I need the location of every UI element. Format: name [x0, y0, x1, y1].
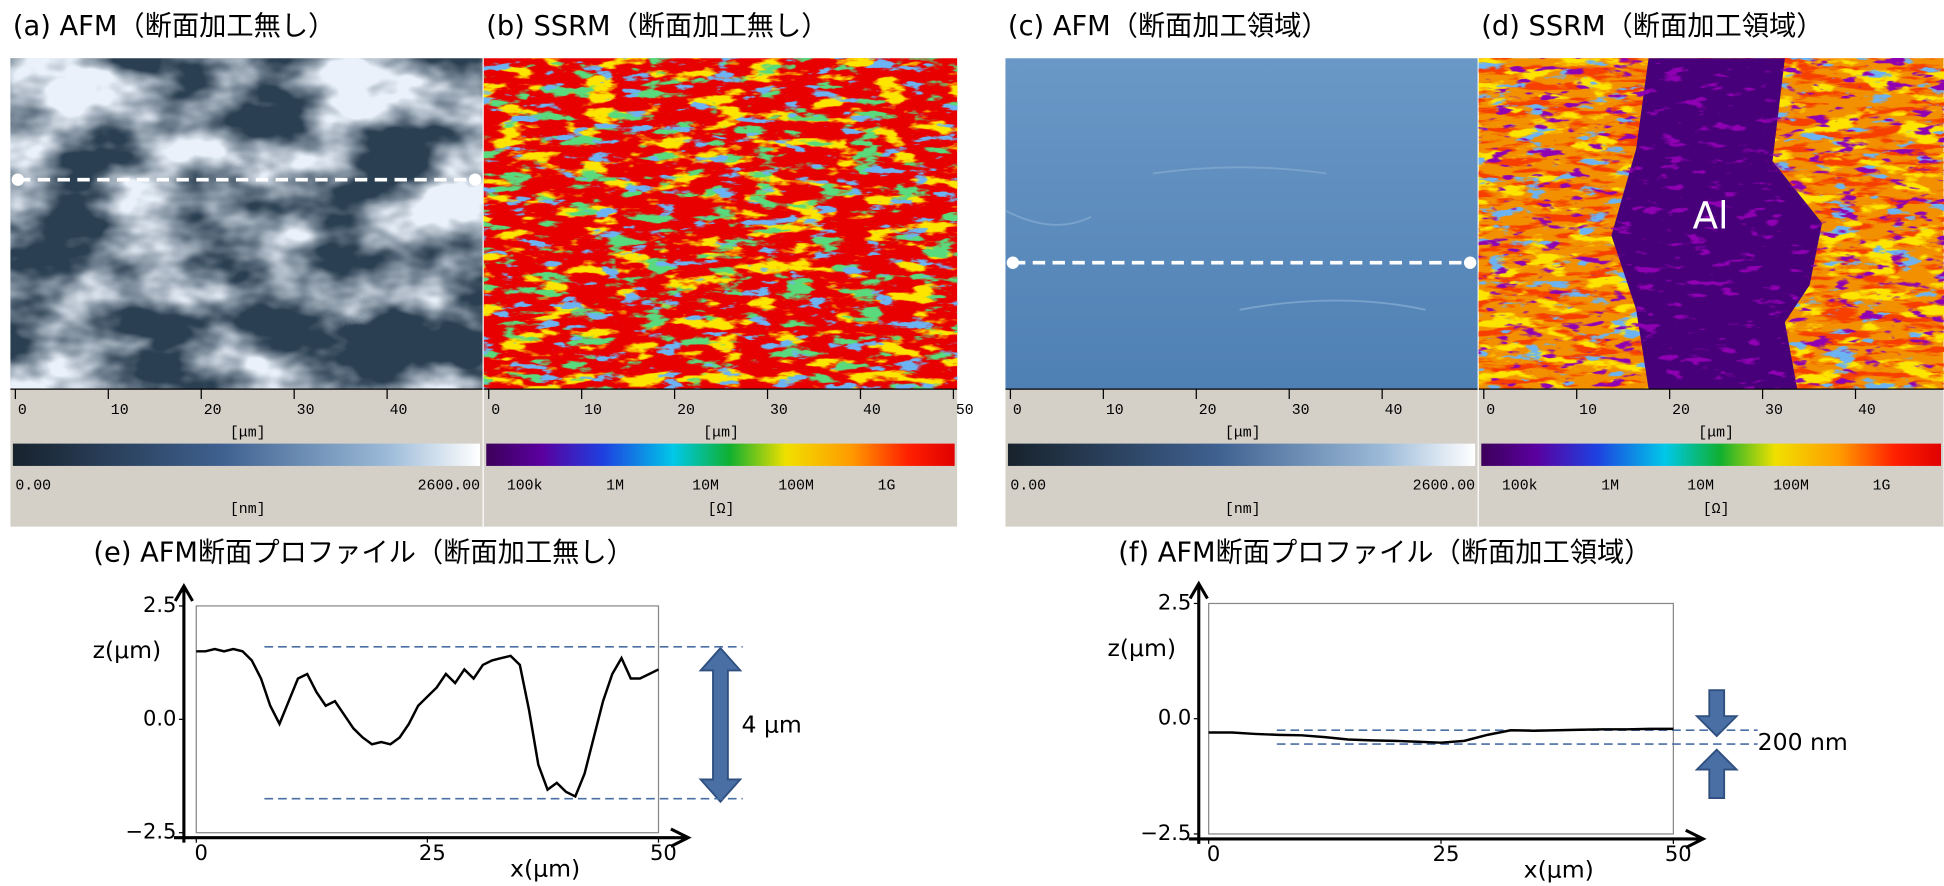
colorbar-label: 1M — [606, 479, 624, 495]
colorbar-label: 2600.00 — [1413, 479, 1475, 495]
colorbar-label: 1M — [1601, 479, 1619, 495]
plot-box — [1208, 602, 1674, 835]
x-tick-label: 40 — [1858, 403, 1876, 419]
x-tick-label: 0 — [1486, 403, 1495, 419]
y-tick-label: 2.5 — [143, 592, 176, 617]
colorbar — [1481, 443, 1942, 466]
annotation: Al — [1693, 194, 1729, 238]
x-tick-label: 10 — [111, 403, 129, 419]
x-tick-label: 25 — [419, 840, 446, 865]
x-tick-label: 0 — [491, 403, 500, 419]
x-tick-label: 30 — [297, 403, 315, 419]
colorbar-label: 2600.00 — [418, 479, 480, 495]
colorbar-label: 100k — [1502, 479, 1538, 495]
x-axis-label: [μm] — [703, 425, 739, 441]
afm-image-c — [1005, 58, 1478, 390]
x-tick-label: 0 — [18, 403, 27, 419]
panel-title: (b) SSRM（断面加工無し） — [486, 11, 828, 42]
x-axis-label: [μm] — [230, 425, 266, 441]
colorbar-label: 0.00 — [15, 479, 51, 495]
colorbar — [12, 443, 481, 466]
x-axis-label: x(μm) — [1524, 856, 1594, 884]
x-tick-label: 30 — [1292, 403, 1310, 419]
annotation: 4 μm — [742, 711, 802, 739]
x-tick-label: 30 — [770, 403, 788, 419]
x-tick-label: 50 — [1665, 841, 1692, 866]
x-tick-label: 40 — [1385, 403, 1403, 419]
profile-line — [1208, 727, 1674, 744]
profile-line — [196, 647, 660, 799]
ssrm-image-d: Al — [1478, 58, 1944, 390]
y-tick-label: 2.5 — [1158, 589, 1191, 614]
y-tick-label: 0.0 — [143, 705, 176, 730]
plot-box — [195, 605, 660, 834]
chart-title: (f) AFM断面プロファイル（断面加工領域） — [1118, 537, 1651, 568]
x-axis-label: [μm] — [1225, 425, 1261, 441]
colorbar-label: 100M — [778, 479, 814, 495]
x-tick-label: 25 — [1433, 841, 1460, 866]
colorbar-label: 10M — [1687, 479, 1714, 495]
colorbar-unit: [nm] — [1225, 502, 1261, 518]
x-tick-label: 30 — [1765, 403, 1783, 419]
afm-image-a — [10, 58, 483, 390]
y-tick-label: −2.5 — [1140, 820, 1191, 845]
colorbar-label: 1G — [1873, 479, 1891, 495]
x-tick-label: 10 — [1106, 403, 1124, 419]
y-axis-label: z(μm) — [93, 636, 162, 664]
colorbar-unit: [nm] — [230, 502, 266, 518]
x-tick-label: 40 — [863, 403, 881, 419]
x-tick-label: 40 — [390, 403, 408, 419]
double-arrow — [698, 646, 1739, 804]
colorbar — [1007, 443, 1476, 466]
x-axis-label: [μm] — [1698, 425, 1734, 441]
x-tick-label: 20 — [204, 403, 222, 419]
x-tick-label: 20 — [1672, 403, 1690, 419]
colorbar — [486, 443, 955, 466]
x-tick-label: 50 — [650, 840, 677, 865]
colorbar-label: 10M — [692, 479, 719, 495]
y-tick-label: −2.5 — [125, 819, 176, 844]
x-tick-label: 0 — [1013, 403, 1022, 419]
colorbar-label: 0.00 — [1010, 479, 1046, 495]
x-tick-label: 0 — [1207, 841, 1220, 866]
x-tick-label: 50 — [956, 403, 974, 419]
colorbar-unit: [Ω] — [1703, 502, 1730, 518]
x-tick-label: 20 — [1199, 403, 1217, 419]
colorbar-unit: [Ω] — [708, 502, 735, 518]
x-tick-label: 0 — [195, 840, 208, 865]
colorbar-label: 100k — [507, 479, 543, 495]
colorbar-label: 100M — [1773, 479, 1809, 495]
y-tick-label: 0.0 — [1158, 705, 1191, 730]
axis-arrow — [1188, 580, 1707, 849]
chart-title: (e) AFM断面プロファイル（断面加工無し） — [93, 537, 634, 568]
ssrm-image-b — [483, 58, 958, 390]
x-axis-label: x(μm) — [510, 854, 580, 882]
axis-arrow — [173, 583, 692, 848]
y-axis-label: z(μm) — [1107, 634, 1176, 662]
x-tick-label: 10 — [1579, 403, 1597, 419]
x-tick-label: 10 — [584, 403, 602, 419]
annotation: 200 nm — [1758, 728, 1848, 756]
x-tick-label: 20 — [677, 403, 695, 419]
colorbar-label: 1G — [878, 479, 896, 495]
panel-title: (c) AFM（断面加工領域） — [1008, 11, 1329, 42]
panel-title: (a) AFM（断面加工無し） — [13, 11, 335, 42]
panel-title: (d) SSRM（断面加工領域） — [1481, 11, 1823, 42]
